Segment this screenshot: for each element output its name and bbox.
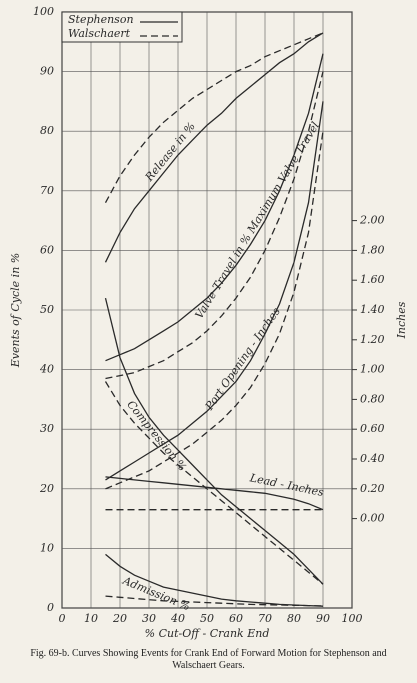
curve	[104, 32, 324, 204]
x-axis-label: % Cut-Off - Crank End	[145, 627, 270, 640]
curve	[105, 476, 324, 511]
x-tick-label: 90	[316, 612, 330, 625]
y-tick-label: 100	[33, 5, 54, 18]
y2-tick-label: 2.00	[359, 214, 385, 227]
curve	[105, 131, 324, 490]
y-tick-label: 10	[40, 541, 54, 554]
x-tick-label: 100	[342, 612, 363, 625]
curve	[105, 71, 324, 380]
x-tick-label: 70	[258, 612, 272, 625]
y-tick-label: 80	[40, 124, 54, 137]
curve	[104, 297, 324, 585]
x-tick-label: 10	[84, 612, 98, 625]
curve	[104, 381, 324, 585]
y2-tick-label: 1.80	[360, 243, 385, 256]
curve-annotation: Release in %	[142, 120, 198, 185]
y2-tick-label: 0.00	[360, 512, 385, 525]
y-tick-label: 90	[40, 65, 54, 78]
y-tick-label: 0	[47, 601, 54, 614]
y-axis-label: Events of Cycle in %	[9, 253, 22, 368]
y-tick-label: 30	[40, 422, 54, 435]
curve	[105, 101, 324, 481]
y2-tick-label: 1.60	[360, 273, 385, 286]
y2-tick-label: 1.20	[360, 333, 385, 346]
legend-box	[61, 11, 183, 43]
curve-annotation: Valve Travel in % Maximum Valve Travel	[193, 119, 323, 321]
legend-label: Walschaert	[68, 27, 131, 40]
x-tick-label: 60	[229, 612, 243, 625]
x-tick-label: 0	[59, 612, 66, 625]
curve-annotation: Admission %	[120, 574, 192, 614]
legend-label: Stephenson	[68, 13, 134, 26]
x-tick-label: 20	[112, 612, 127, 625]
y-tick-label: 50	[40, 303, 54, 316]
x-tick-label: 30	[142, 612, 156, 625]
x-tick-label: 40	[170, 612, 185, 625]
curve	[105, 53, 324, 362]
x-tick-label: 80	[287, 612, 301, 625]
y2-tick-label: 0.80	[360, 392, 385, 405]
y-tick-label: 20	[39, 482, 54, 495]
y2-tick-label: 0.60	[360, 422, 385, 435]
y-tick-label: 70	[40, 184, 54, 197]
y2-tick-label: 1.40	[360, 303, 385, 316]
x-tick-label: 50	[200, 612, 214, 625]
curve	[105, 595, 324, 607]
y2-axis-label: Inches	[395, 301, 408, 339]
y2-tick-label: 0.40	[360, 452, 385, 465]
y2-tick-label: 0.20	[360, 482, 385, 495]
curve-annotation: Lead - Inches	[248, 471, 325, 499]
caption: Fig. 69-b. Curves Showing Events for Cra…	[30, 648, 387, 671]
y2-tick-label: 1.00	[360, 363, 385, 376]
curve	[104, 32, 324, 263]
y-tick-label: 60	[40, 243, 54, 256]
y-tick-label: 40	[39, 363, 54, 376]
chart: Events of Cycle in % Inches % Cut-Off - …	[9, 5, 408, 640]
